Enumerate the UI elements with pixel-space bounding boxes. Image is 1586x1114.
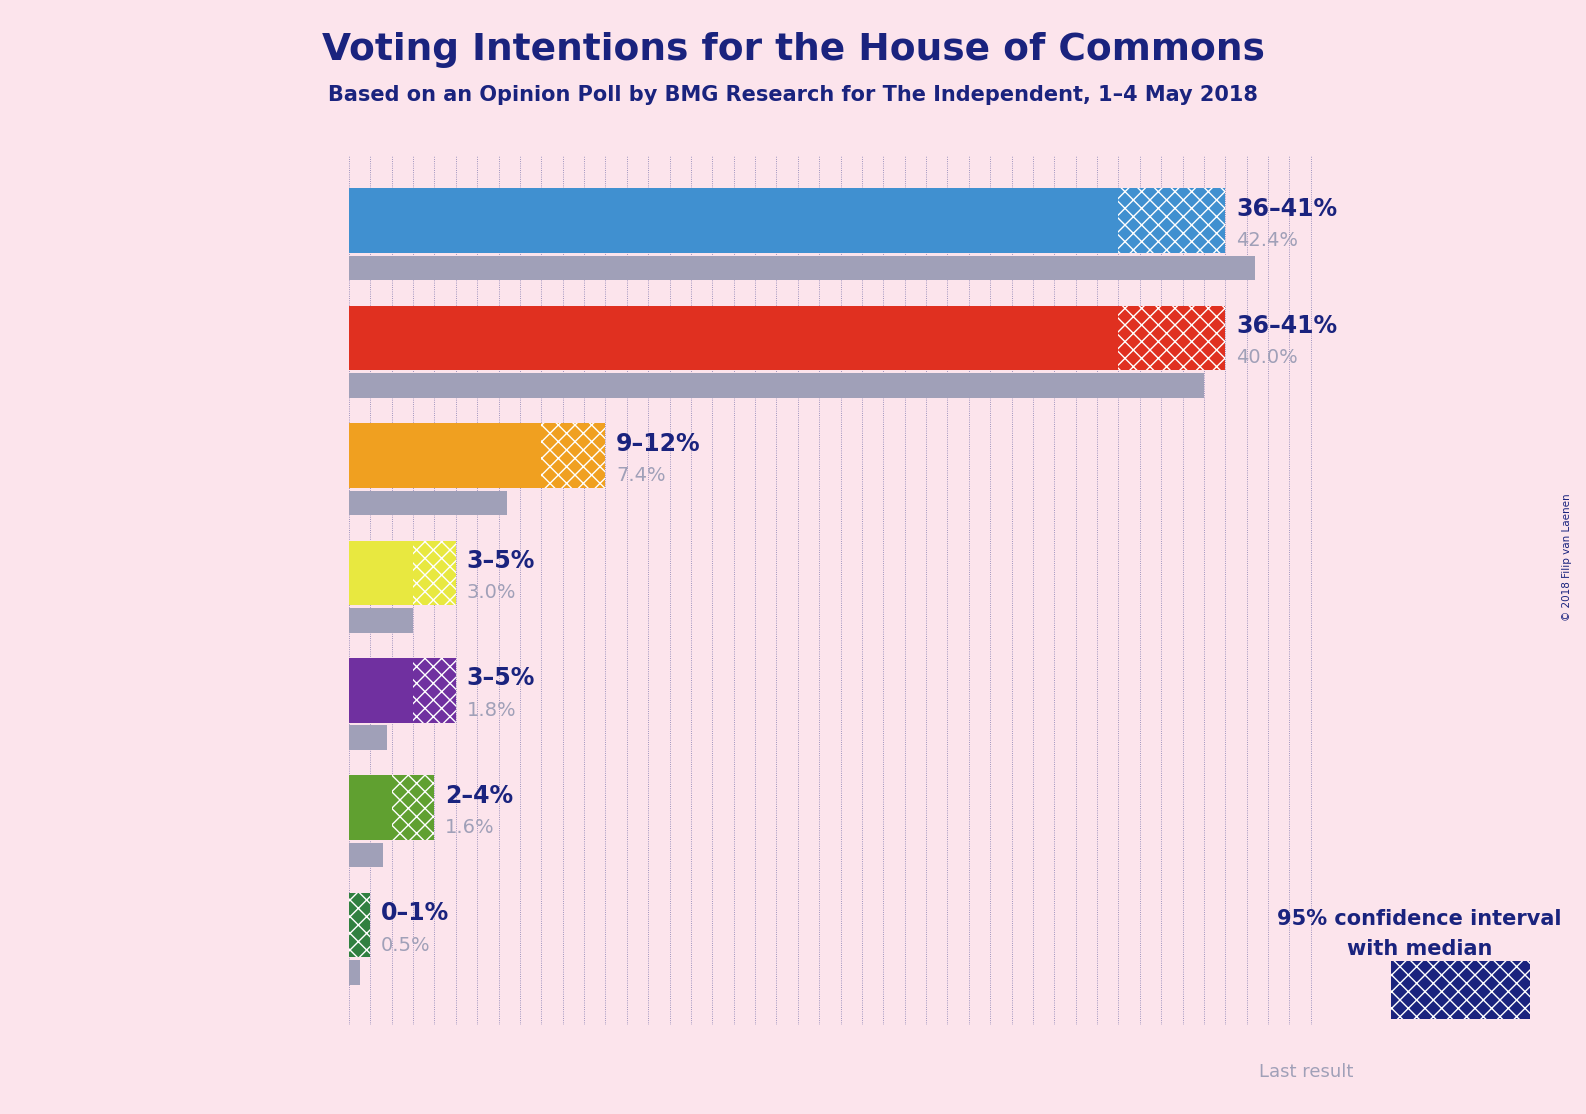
Bar (349, 775, 392, 840)
Bar (349, 305, 1118, 370)
Bar (349, 373, 1204, 398)
Bar (412, 658, 455, 723)
Text: 3–5%: 3–5% (466, 549, 534, 573)
Bar (541, 423, 606, 488)
Bar (349, 892, 370, 957)
Bar (392, 775, 435, 840)
Bar (349, 490, 508, 515)
Bar (349, 892, 370, 957)
Bar (349, 960, 360, 985)
Text: 2–4%: 2–4% (446, 784, 514, 808)
Bar (1118, 188, 1226, 253)
Bar (349, 423, 541, 488)
Bar (349, 725, 387, 750)
Bar (412, 658, 455, 723)
Bar (1118, 188, 1226, 253)
Text: 42.4%: 42.4% (1235, 231, 1297, 250)
Text: 40.0%: 40.0% (1235, 349, 1297, 368)
Bar (1118, 305, 1226, 370)
Text: 7.4%: 7.4% (615, 466, 666, 485)
Bar (392, 775, 435, 840)
Text: 36–41%: 36–41% (1235, 197, 1337, 221)
Text: 3–5%: 3–5% (466, 666, 534, 691)
Bar (349, 256, 1255, 281)
Text: with median: with median (1347, 939, 1492, 959)
Text: 36–41%: 36–41% (1235, 314, 1337, 339)
Text: 0–1%: 0–1% (381, 901, 449, 926)
Bar (412, 540, 455, 605)
Text: © 2018 Filip van Laenen: © 2018 Filip van Laenen (1562, 494, 1572, 620)
Bar (349, 608, 412, 633)
Text: Last result: Last result (1259, 1063, 1353, 1081)
Text: 95% confidence interval: 95% confidence interval (1277, 909, 1562, 929)
Bar (349, 540, 412, 605)
Text: 9–12%: 9–12% (615, 431, 701, 456)
Bar (349, 658, 412, 723)
Bar (412, 540, 455, 605)
Text: 1.8%: 1.8% (466, 701, 515, 720)
Bar (1118, 305, 1226, 370)
Bar (541, 423, 606, 488)
Text: 1.6%: 1.6% (446, 818, 495, 837)
Text: Based on an Opinion Poll by BMG Research for The Independent, 1–4 May 2018: Based on an Opinion Poll by BMG Research… (328, 85, 1258, 105)
Text: 0.5%: 0.5% (381, 936, 431, 955)
Text: Voting Intentions for the House of Commons: Voting Intentions for the House of Commo… (322, 32, 1264, 68)
Bar (349, 843, 384, 868)
Bar (349, 188, 1118, 253)
Text: 3.0%: 3.0% (466, 584, 515, 603)
